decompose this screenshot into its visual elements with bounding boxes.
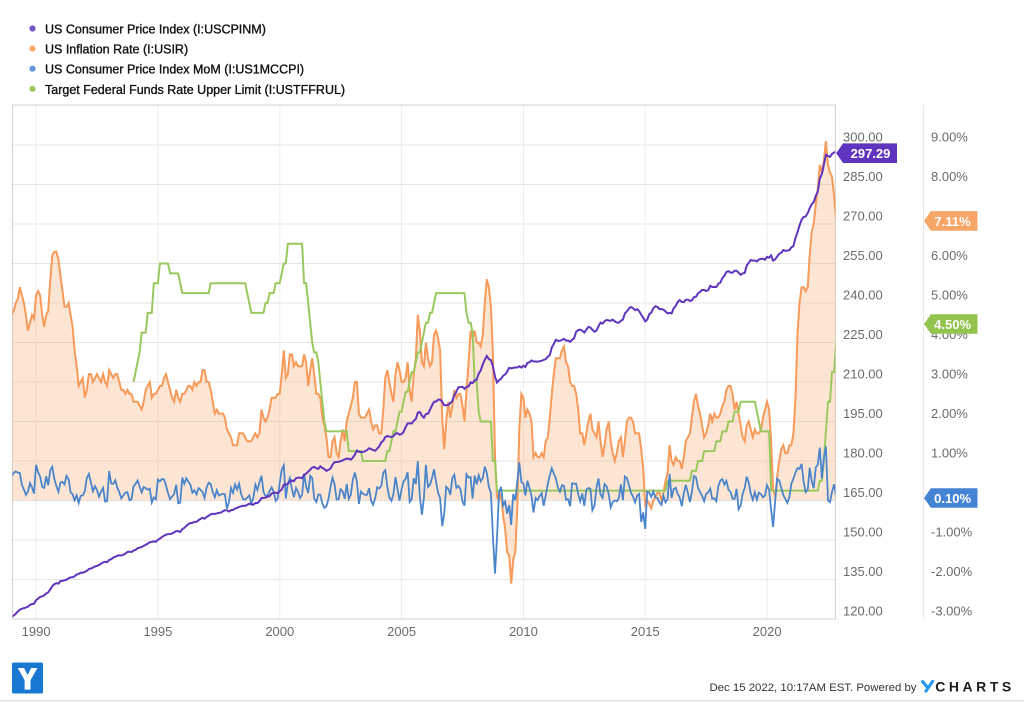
svg-text:165.00: 165.00 (843, 485, 883, 500)
svg-text:8.00%: 8.00% (931, 169, 968, 184)
svg-text:2.00%: 2.00% (931, 406, 968, 421)
svg-text:150.00: 150.00 (843, 525, 883, 540)
svg-text:210.00: 210.00 (843, 367, 883, 382)
svg-text:2000: 2000 (265, 624, 294, 639)
svg-text:CHARTS: CHARTS (935, 678, 1015, 694)
svg-text:297.29: 297.29 (851, 146, 891, 161)
svg-text:300.00: 300.00 (843, 130, 883, 145)
svg-text:225.00: 225.00 (843, 327, 883, 342)
svg-text:2005: 2005 (387, 624, 416, 639)
svg-text:US Consumer Price Index (I:USC: US Consumer Price Index (I:USCPINM) (45, 23, 266, 37)
svg-text:7.11%: 7.11% (935, 214, 972, 229)
svg-text:3.00%: 3.00% (931, 367, 968, 382)
svg-text:6.00%: 6.00% (931, 248, 968, 263)
svg-text:180.00: 180.00 (843, 446, 883, 461)
svg-text:255.00: 255.00 (843, 248, 883, 263)
svg-text:135.00: 135.00 (843, 564, 883, 579)
svg-text:9.00%: 9.00% (931, 130, 968, 145)
svg-text:-1.00%: -1.00% (931, 525, 973, 540)
svg-text:US Inflation Rate (I:USIR): US Inflation Rate (I:USIR) (45, 43, 188, 57)
svg-text:270.00: 270.00 (843, 209, 883, 224)
svg-text:-3.00%: -3.00% (931, 604, 973, 619)
svg-text:2020: 2020 (753, 624, 782, 639)
svg-text:US Consumer Price Index MoM (I: US Consumer Price Index MoM (I:US1MCCPI) (45, 63, 304, 77)
svg-text:Target Federal Funds Rate Uppe: Target Federal Funds Rate Upper Limit (I… (45, 83, 345, 97)
svg-text:2015: 2015 (631, 624, 660, 639)
svg-text:120.00: 120.00 (843, 604, 883, 619)
svg-text:5.00%: 5.00% (931, 288, 968, 303)
svg-text:1995: 1995 (143, 624, 172, 639)
svg-text:195.00: 195.00 (843, 406, 883, 421)
svg-text:1990: 1990 (22, 624, 51, 639)
svg-text:4.50%: 4.50% (934, 317, 971, 332)
svg-text:-2.00%: -2.00% (931, 564, 973, 579)
svg-text:240.00: 240.00 (843, 288, 883, 303)
svg-text:Dec 15 2022, 10:17AM EST. Powe: Dec 15 2022, 10:17AM EST. Powered by (709, 682, 916, 694)
svg-text:1.00%: 1.00% (931, 446, 968, 461)
svg-text:285.00: 285.00 (843, 169, 883, 184)
svg-text:2010: 2010 (509, 624, 538, 639)
svg-text:0.10%: 0.10% (934, 491, 971, 506)
